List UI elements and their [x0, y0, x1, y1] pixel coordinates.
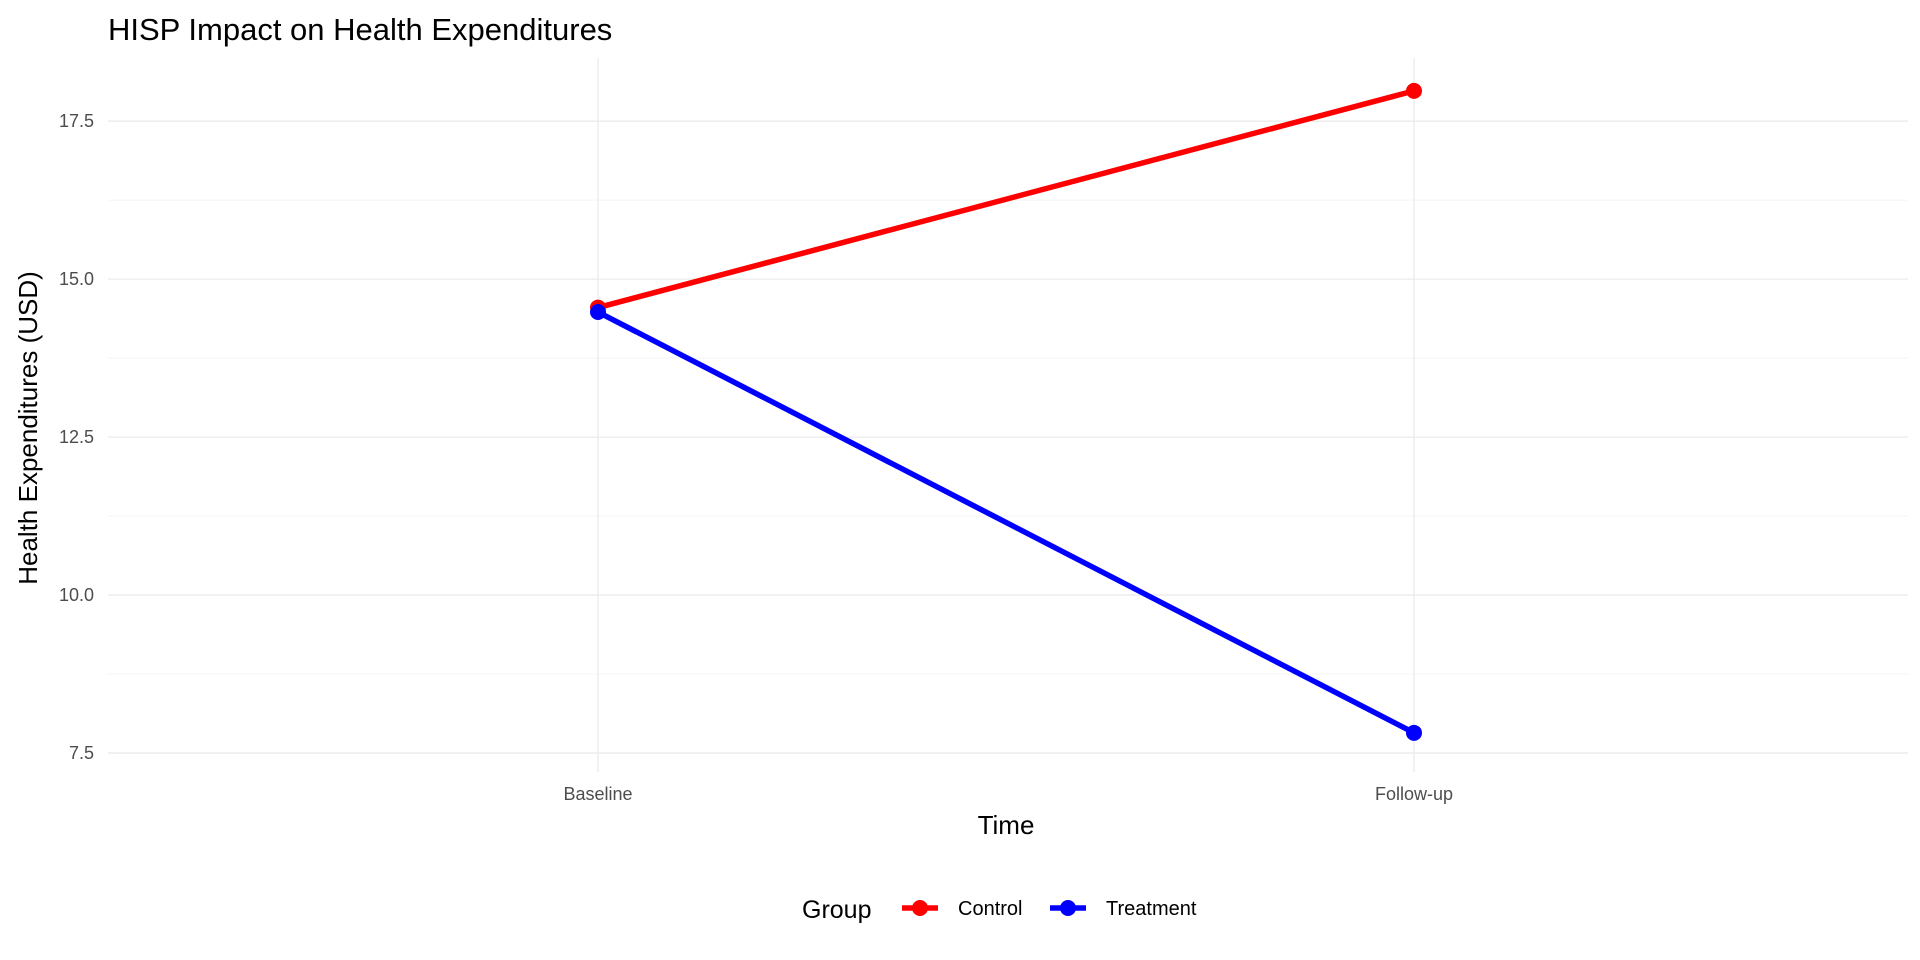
legend-label-treatment: Treatment [1106, 898, 1197, 920]
y-tick-label: 10.0 [59, 585, 94, 605]
x-tick-label: Follow-up [1375, 784, 1453, 804]
y-tick-label: 17.5 [59, 111, 94, 131]
y-tick-label: 15.0 [59, 269, 94, 289]
series-line-treatment [596, 309, 1416, 736]
series-line-control [597, 88, 1415, 311]
grid [108, 58, 1908, 772]
legend-key-point-treatment [1060, 900, 1076, 916]
legend-key-point-control [912, 900, 928, 916]
x-axis-title: Time [978, 810, 1035, 840]
legend-label-control: Control [958, 898, 1022, 920]
chart-title: HISP Impact on Health Expenditures [108, 12, 612, 47]
y-tick-label: 12.5 [59, 427, 94, 447]
data-point-treatment [590, 304, 606, 321]
data-point-treatment [1406, 724, 1422, 741]
y-tick-label: 7.5 [69, 743, 94, 763]
series-group [590, 82, 1422, 741]
y-axis-ticks: 7.5 10.0 12.5 15.0 17.5 [59, 111, 94, 763]
y-axis-title: Health Expenditures (USD) [13, 271, 43, 585]
legend-title: Group [802, 896, 871, 924]
legend: Group Control Treatment [802, 896, 1197, 924]
data-point-control [1406, 82, 1422, 99]
x-axis-ticks: Baseline Follow-up [563, 784, 1453, 804]
x-tick-label: Baseline [563, 784, 632, 804]
